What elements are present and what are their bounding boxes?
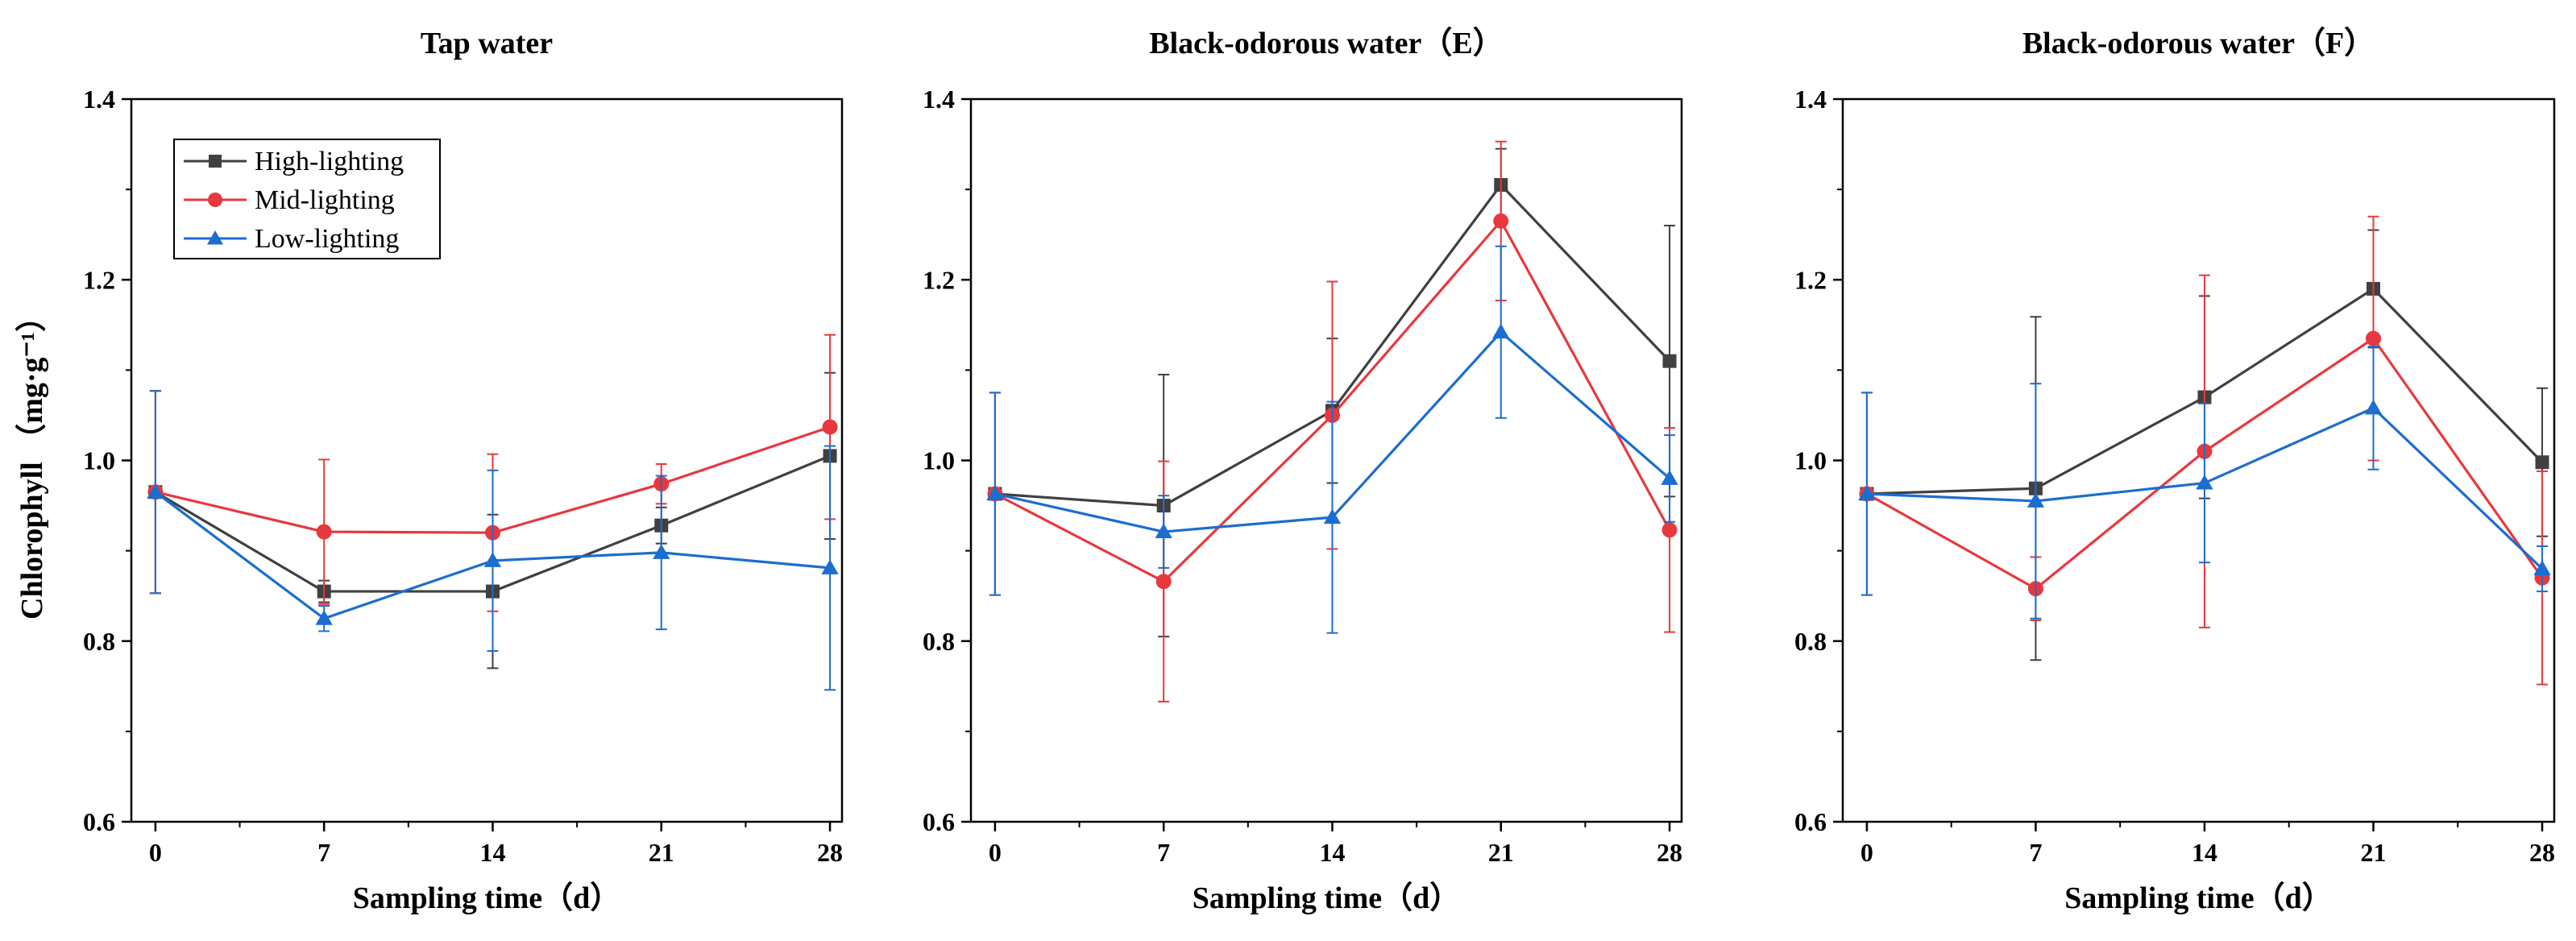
x-tick-label: 21 xyxy=(649,838,674,867)
data-point xyxy=(2364,399,2383,415)
chart-title: Tap water xyxy=(421,27,553,60)
x-tick-label: 14 xyxy=(1319,838,1345,867)
series-low-lighting xyxy=(1858,346,2551,620)
data-point xyxy=(2366,330,2382,346)
x-tick-label: 14 xyxy=(2192,838,2217,867)
data-point xyxy=(822,419,838,435)
x-tick-label: 28 xyxy=(1657,838,1682,867)
data-point xyxy=(821,559,839,574)
data-point xyxy=(2533,560,2551,576)
legend: High-lighting Mid-lighting Low-lighting xyxy=(173,139,441,259)
legend-marker xyxy=(208,193,222,207)
y-axis-title: Chlorophyll （mg·g⁻¹） xyxy=(15,301,49,620)
y-tick-label: 0.8 xyxy=(83,627,115,656)
data-point xyxy=(147,483,164,499)
y-tick-label: 0.8 xyxy=(923,627,955,656)
data-point xyxy=(1323,508,1342,524)
data-point xyxy=(2196,474,2213,490)
y-tick-label: 1.2 xyxy=(83,265,115,294)
chart-title: Black-odorous water（F） xyxy=(2022,27,2375,60)
y-tick-label: 0.6 xyxy=(923,807,955,836)
x-tick-label: 28 xyxy=(817,838,843,867)
data-point xyxy=(315,610,333,625)
x-tick-label: 14 xyxy=(479,838,505,867)
x-tick-label: 0 xyxy=(989,838,1002,867)
x-tick-label: 7 xyxy=(1157,838,1170,867)
x-axis-title: Sampling time（d） xyxy=(2064,881,2333,915)
data-point xyxy=(1492,323,1510,339)
y-tick-label: 0.6 xyxy=(1794,807,1827,836)
data-point xyxy=(2026,492,2045,508)
data-point xyxy=(1661,470,1678,485)
data-point xyxy=(2535,455,2549,470)
data-point xyxy=(1662,354,1677,368)
x-tick-label: 7 xyxy=(317,838,330,867)
chart-panel-1: Tap water 0.6 0.8 1.0 1.2 1.4 0 7 14 21 28 Sampling… xyxy=(15,27,844,915)
data-point xyxy=(1858,485,1876,500)
y-tick-label: 1.0 xyxy=(83,446,115,475)
x-axis-title: Sampling time（d） xyxy=(1193,881,1461,915)
data-point xyxy=(986,485,1004,500)
y-tick-label: 1.2 xyxy=(923,265,955,294)
data-point xyxy=(483,552,502,567)
legend-marker xyxy=(207,230,223,245)
chart-title: Black-odorous water（E） xyxy=(1149,27,1503,60)
x-axis-title: Sampling time（d） xyxy=(353,881,621,915)
y-tick-label: 1.2 xyxy=(1794,265,1827,294)
data-point xyxy=(1155,523,1172,539)
data-point xyxy=(316,524,332,540)
y-tick-label: 1.4 xyxy=(1794,85,1827,114)
data-point xyxy=(1661,522,1678,538)
y-tick-label: 1.0 xyxy=(1794,446,1827,475)
x-tick-label: 0 xyxy=(149,838,162,867)
series-low-lighting xyxy=(986,245,1678,634)
series-low-lighting xyxy=(147,390,839,691)
chart-panel-3: Black-odorous water（F） 0.6 0.8 1.0 1.2 1.4 0 7 1… xyxy=(1794,27,2556,915)
legend-label: Low-lighting xyxy=(255,224,399,254)
x-tick-label: 21 xyxy=(1488,838,1514,867)
y-tick-label: 0.8 xyxy=(1794,627,1827,656)
legend-label: High-lighting xyxy=(255,147,404,176)
x-tick-label: 7 xyxy=(2029,838,2042,867)
x-tick-label: 21 xyxy=(2361,838,2387,867)
data-point xyxy=(1155,574,1172,590)
x-tick-label: 0 xyxy=(1860,838,1873,867)
chart-panel-2: Black-odorous water（E） 0.6 0.8 1.0 1.2 1.4 0 7 1… xyxy=(923,27,1683,915)
y-tick-label: 1.4 xyxy=(83,85,115,114)
data-point xyxy=(653,544,670,559)
plot-frame xyxy=(1841,97,2556,823)
y-tick-label: 0.6 xyxy=(83,807,115,836)
plot-frame xyxy=(969,97,1683,823)
y-tick-label: 1.4 xyxy=(923,85,955,114)
x-tick-label: 28 xyxy=(2529,838,2555,867)
legend-label: Mid-lighting xyxy=(255,185,395,215)
legend-marker xyxy=(209,155,222,168)
data-point xyxy=(1493,213,1509,229)
y-tick-label: 1.0 xyxy=(923,446,955,475)
